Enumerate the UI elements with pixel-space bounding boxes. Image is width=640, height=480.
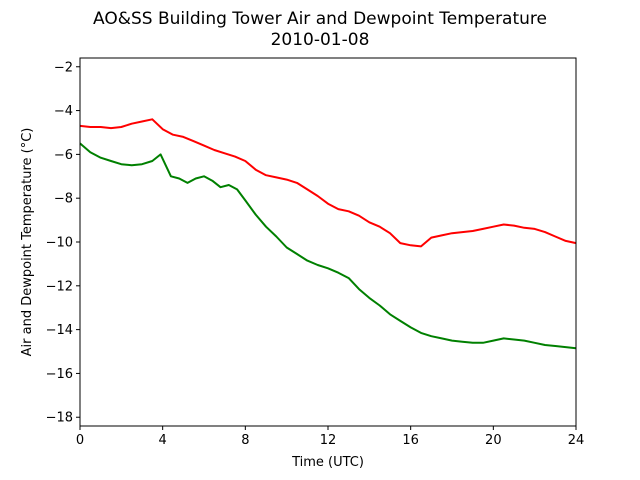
y-tick-label: −6	[54, 148, 73, 163]
series-line-0	[79, 118, 577, 248]
y-tick-label: −14	[46, 323, 73, 338]
y-tick-label: −12	[46, 279, 73, 294]
y-tick-label: −10	[46, 236, 73, 251]
plot-frame	[79, 57, 577, 427]
y-axis-label: Air and Dewpoint Temperature (°C)	[20, 128, 35, 357]
x-tick-label: 4	[159, 433, 167, 448]
x-axis-label: Time (UTC)	[291, 455, 364, 470]
y-tick-label: −16	[46, 367, 73, 382]
x-tick-label: 12	[320, 433, 337, 448]
x-tick-label: 24	[568, 433, 585, 448]
x-tick-label: 8	[241, 433, 249, 448]
series-line-1	[79, 142, 577, 350]
y-tick-label: −2	[54, 60, 73, 75]
y-axis-ticks: −18 −16 −14 −12 −10 −8 −6 −4 −2	[46, 60, 80, 426]
x-tick-label: 0	[76, 433, 84, 448]
chart-title-line-1: AO&SS Building Tower Air and Dewpoint Te…	[93, 9, 547, 29]
chart-title-line-2: 2010-01-08	[271, 30, 370, 50]
plot-series	[79, 118, 577, 350]
y-tick-label: −4	[54, 104, 73, 119]
x-axis-ticks: 0 4 8 12 16 20 24	[76, 426, 584, 448]
x-tick-label: 16	[402, 433, 419, 448]
x-tick-label: 20	[485, 433, 502, 448]
y-tick-label: −8	[54, 192, 73, 207]
y-tick-label: −18	[46, 411, 73, 426]
